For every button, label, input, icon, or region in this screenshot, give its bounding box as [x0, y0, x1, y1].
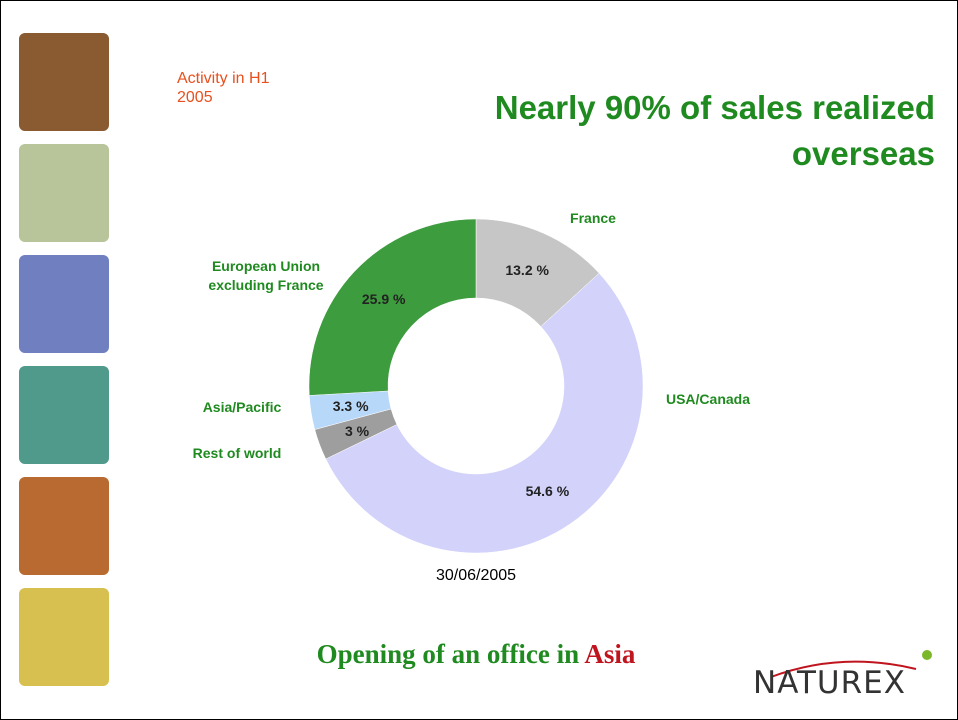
image-tile [19, 144, 109, 242]
image-tile [19, 477, 109, 575]
logo-swoosh [770, 660, 917, 678]
logo-leaf [922, 650, 932, 660]
value-label: 25.9 % [361, 290, 406, 307]
value-label: 3.3 % [332, 398, 369, 415]
title: Nearly 90% of sales realized overseas [494, 89, 935, 172]
bottom-text: Opening of an office in [316, 639, 585, 669]
image-tile [19, 33, 109, 131]
activity-label: Activity in H1 2005 [177, 70, 270, 106]
image-tile [19, 588, 109, 686]
image-tile [19, 255, 109, 353]
category-label: France [570, 209, 616, 226]
donut-slice [308, 218, 477, 396]
value-label: 3 % [344, 422, 370, 439]
bottom-note: Opening of an office in Asia [201, 639, 751, 670]
category-label: USA/Canada [665, 390, 751, 407]
logo: NATUREX [753, 665, 906, 701]
image-tile [19, 366, 109, 464]
value-label: 54.6 % [525, 483, 570, 500]
category-label: Rest of world [192, 444, 282, 461]
category-label: European Union excluding France [208, 258, 324, 293]
caption: 30/06/2005 [435, 567, 517, 584]
value-label: 13.2 % [505, 261, 549, 278]
category-label: Asia/Pacific [202, 398, 282, 415]
donut-slice [325, 272, 644, 554]
bottom-highlight: Asia [584, 639, 636, 669]
